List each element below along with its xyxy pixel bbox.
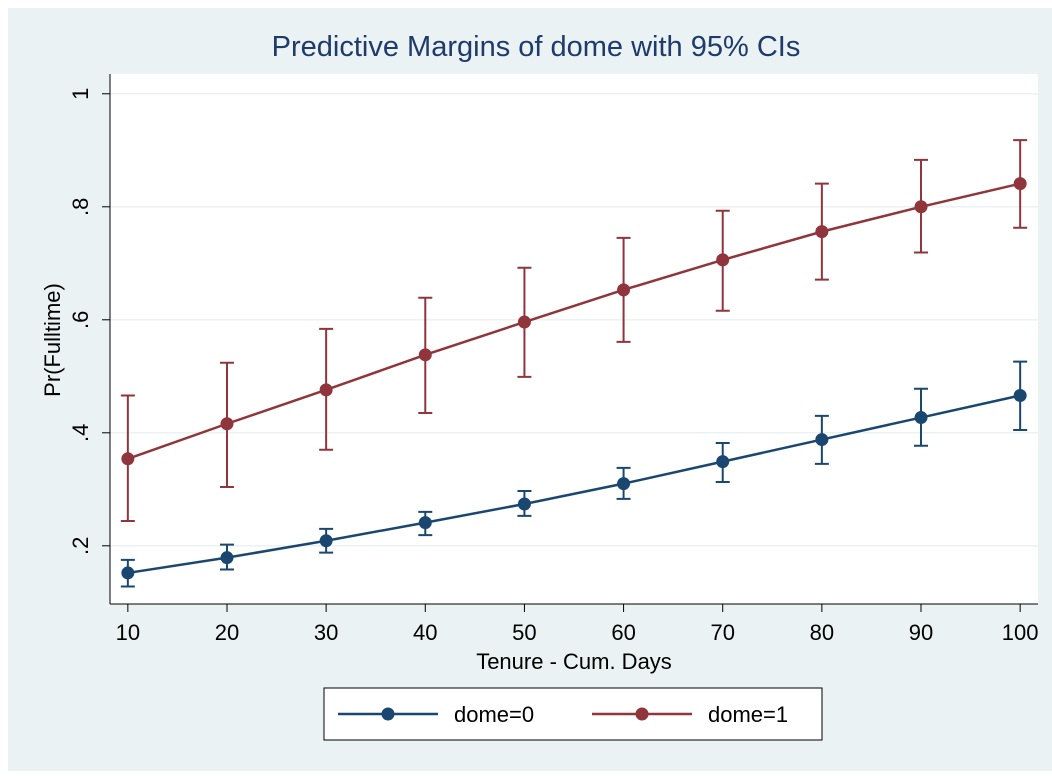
data-point bbox=[418, 348, 432, 362]
data-point bbox=[121, 566, 135, 580]
data-point bbox=[716, 253, 730, 267]
y-tick-label: .4 bbox=[68, 424, 93, 442]
y-tick-label: .8 bbox=[68, 198, 93, 216]
x-tick-label: 60 bbox=[611, 620, 635, 645]
data-point bbox=[517, 497, 531, 511]
y-tick-label: 1 bbox=[68, 88, 93, 100]
legend-label: dome=1 bbox=[708, 702, 788, 727]
data-point bbox=[220, 551, 234, 565]
y-tick-label: .6 bbox=[68, 311, 93, 329]
data-point bbox=[914, 411, 928, 425]
y-axis-title: Pr(Fulltime) bbox=[40, 283, 65, 397]
x-tick-label: 30 bbox=[314, 620, 338, 645]
x-tick-label: 50 bbox=[512, 620, 536, 645]
data-point bbox=[319, 383, 333, 397]
data-point bbox=[418, 516, 432, 530]
data-point bbox=[617, 477, 631, 491]
x-tick-label: 100 bbox=[1002, 620, 1039, 645]
series-line bbox=[127, 394, 1021, 575]
data-point bbox=[1013, 177, 1027, 191]
x-tick-label: 40 bbox=[413, 620, 437, 645]
data-point bbox=[617, 283, 631, 297]
x-tick-label: 70 bbox=[710, 620, 734, 645]
legend-label: dome=0 bbox=[454, 702, 534, 727]
data-point bbox=[121, 452, 135, 466]
data-point bbox=[220, 417, 234, 431]
plot-bg bbox=[110, 74, 1038, 604]
data-point bbox=[1013, 389, 1027, 403]
x-tick-label: 10 bbox=[116, 620, 140, 645]
data-point bbox=[716, 455, 730, 469]
x-tick-label: 90 bbox=[909, 620, 933, 645]
data-point bbox=[815, 433, 829, 447]
x-tick-label: 80 bbox=[810, 620, 834, 645]
chart-title: Predictive Margins of dome with 95% CIs bbox=[272, 31, 801, 63]
legend-marker bbox=[635, 707, 649, 721]
x-tick-label: 20 bbox=[215, 620, 239, 645]
data-point bbox=[517, 315, 531, 329]
legend-marker bbox=[381, 707, 395, 721]
y-tick-label: .2 bbox=[68, 537, 93, 555]
data-point bbox=[815, 225, 829, 239]
series-line bbox=[127, 182, 1021, 460]
data-point bbox=[319, 534, 333, 548]
x-axis-title: Tenure - Cum. Days bbox=[476, 649, 672, 674]
data-point bbox=[914, 200, 928, 214]
